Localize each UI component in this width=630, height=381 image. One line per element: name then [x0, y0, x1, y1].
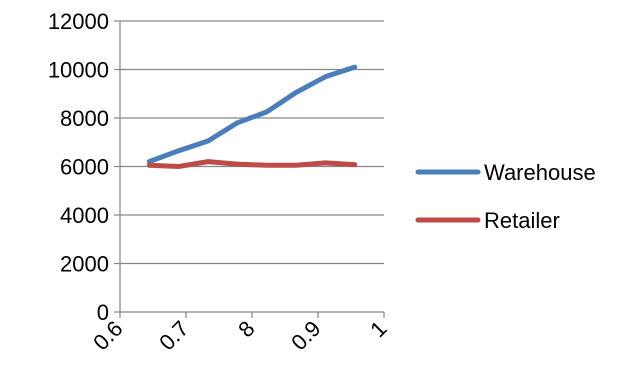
legend-label-warehouse: Warehouse: [484, 160, 596, 185]
x-tick-label: 0.9: [286, 316, 325, 355]
legend: Warehouse Retailer: [415, 160, 596, 233]
series-line-retailer: [146, 159, 358, 169]
y-tick-label: 2000: [60, 252, 109, 277]
series-lines: [146, 64, 358, 169]
x-tick-label: 0.7: [154, 316, 193, 355]
x-tick-label: 0.6: [88, 316, 127, 355]
y-tick-label: 8000: [60, 106, 109, 131]
x-tick-label: 8: [233, 316, 259, 342]
gridlines: [120, 20, 384, 265]
tick-labels: 0 2000 4000 6000 8000 10000 12000 0.6 0.7 8 0.9 1: [48, 9, 392, 355]
y-tick-label: 12000: [48, 9, 109, 34]
y-tick-label: 6000: [60, 155, 109, 180]
y-tick-label: 0: [97, 300, 109, 325]
legend-label-retailer: Retailer: [484, 208, 560, 233]
series-line-warehouse: [146, 64, 358, 165]
x-tick-label: 1: [365, 316, 391, 342]
axes: [114, 20, 385, 318]
y-tick-label: 10000: [48, 58, 109, 83]
y-tick-label: 4000: [60, 203, 109, 228]
